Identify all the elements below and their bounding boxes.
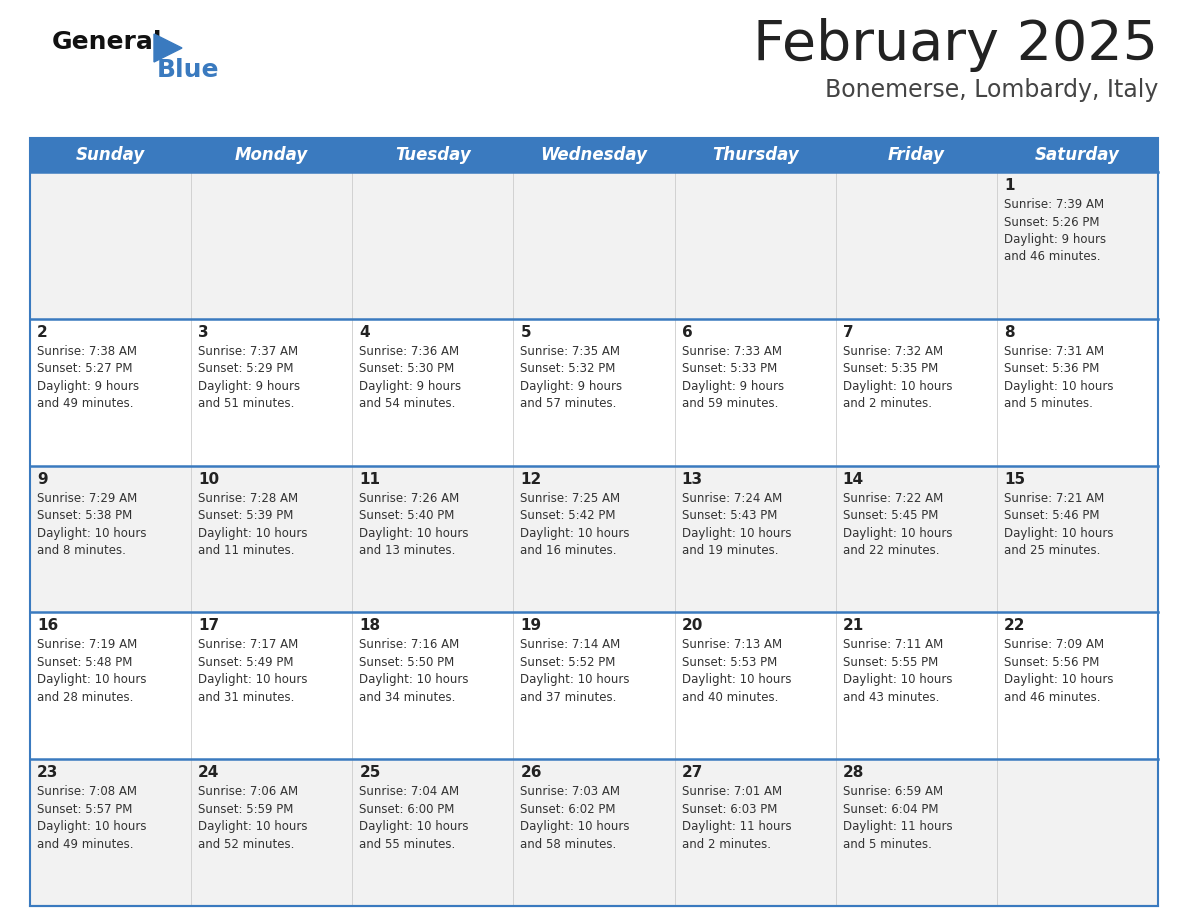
Bar (30, 319, 1158, 465)
Text: Sunrise: 7:16 AM
Sunset: 5:50 PM
Daylight: 10 hours
and 34 minutes.: Sunrise: 7:16 AM Sunset: 5:50 PM Dayligh… (359, 638, 469, 704)
Text: Sunrise: 7:25 AM
Sunset: 5:42 PM
Daylight: 10 hours
and 16 minutes.: Sunrise: 7:25 AM Sunset: 5:42 PM Dayligh… (520, 492, 630, 557)
Text: Sunrise: 6:59 AM
Sunset: 6:04 PM
Daylight: 11 hours
and 5 minutes.: Sunrise: 6:59 AM Sunset: 6:04 PM Dayligh… (842, 785, 953, 851)
Text: 7: 7 (842, 325, 853, 340)
Text: 14: 14 (842, 472, 864, 487)
Text: Sunrise: 7:36 AM
Sunset: 5:30 PM
Daylight: 9 hours
and 54 minutes.: Sunrise: 7:36 AM Sunset: 5:30 PM Dayligh… (359, 345, 461, 410)
Text: Friday: Friday (887, 146, 944, 164)
Text: 19: 19 (520, 619, 542, 633)
Text: 11: 11 (359, 472, 380, 487)
Bar (30, 612, 1158, 759)
Text: Bonemerse, Lombardy, Italy: Bonemerse, Lombardy, Italy (824, 78, 1158, 102)
Text: Sunrise: 7:19 AM
Sunset: 5:48 PM
Daylight: 10 hours
and 28 minutes.: Sunrise: 7:19 AM Sunset: 5:48 PM Dayligh… (37, 638, 146, 704)
Text: Sunrise: 7:11 AM
Sunset: 5:55 PM
Daylight: 10 hours
and 43 minutes.: Sunrise: 7:11 AM Sunset: 5:55 PM Dayligh… (842, 638, 953, 704)
Text: 28: 28 (842, 766, 864, 780)
Bar (30, 138, 1158, 906)
Text: General: General (52, 30, 163, 54)
Text: 3: 3 (198, 325, 209, 340)
Text: Blue: Blue (157, 58, 220, 82)
Text: 25: 25 (359, 766, 380, 780)
Text: Sunrise: 7:06 AM
Sunset: 5:59 PM
Daylight: 10 hours
and 52 minutes.: Sunrise: 7:06 AM Sunset: 5:59 PM Dayligh… (198, 785, 308, 851)
Text: Sunrise: 7:29 AM
Sunset: 5:38 PM
Daylight: 10 hours
and 8 minutes.: Sunrise: 7:29 AM Sunset: 5:38 PM Dayligh… (37, 492, 146, 557)
Text: Tuesday: Tuesday (394, 146, 470, 164)
Text: Sunrise: 7:37 AM
Sunset: 5:29 PM
Daylight: 9 hours
and 51 minutes.: Sunrise: 7:37 AM Sunset: 5:29 PM Dayligh… (198, 345, 301, 410)
Text: 26: 26 (520, 766, 542, 780)
Text: 13: 13 (682, 472, 702, 487)
Text: Sunrise: 7:21 AM
Sunset: 5:46 PM
Daylight: 10 hours
and 25 minutes.: Sunrise: 7:21 AM Sunset: 5:46 PM Dayligh… (1004, 492, 1113, 557)
Text: 17: 17 (198, 619, 220, 633)
Bar (30, 759, 1158, 906)
Text: 1: 1 (1004, 178, 1015, 193)
Text: Sunrise: 7:38 AM
Sunset: 5:27 PM
Daylight: 9 hours
and 49 minutes.: Sunrise: 7:38 AM Sunset: 5:27 PM Dayligh… (37, 345, 139, 410)
Text: 16: 16 (37, 619, 58, 633)
Text: 23: 23 (37, 766, 58, 780)
Text: Sunrise: 7:08 AM
Sunset: 5:57 PM
Daylight: 10 hours
and 49 minutes.: Sunrise: 7:08 AM Sunset: 5:57 PM Dayligh… (37, 785, 146, 851)
Text: 20: 20 (682, 619, 703, 633)
Text: 22: 22 (1004, 619, 1025, 633)
Text: Wednesday: Wednesday (541, 146, 647, 164)
Text: Sunrise: 7:26 AM
Sunset: 5:40 PM
Daylight: 10 hours
and 13 minutes.: Sunrise: 7:26 AM Sunset: 5:40 PM Dayligh… (359, 492, 469, 557)
Text: 9: 9 (37, 472, 48, 487)
Text: Saturday: Saturday (1035, 146, 1120, 164)
Text: Sunrise: 7:28 AM
Sunset: 5:39 PM
Daylight: 10 hours
and 11 minutes.: Sunrise: 7:28 AM Sunset: 5:39 PM Dayligh… (198, 492, 308, 557)
Bar (30, 172, 1158, 319)
Text: Sunrise: 7:32 AM
Sunset: 5:35 PM
Daylight: 10 hours
and 2 minutes.: Sunrise: 7:32 AM Sunset: 5:35 PM Dayligh… (842, 345, 953, 410)
Text: February 2025: February 2025 (753, 18, 1158, 72)
Text: Sunrise: 7:24 AM
Sunset: 5:43 PM
Daylight: 10 hours
and 19 minutes.: Sunrise: 7:24 AM Sunset: 5:43 PM Dayligh… (682, 492, 791, 557)
Text: Sunrise: 7:33 AM
Sunset: 5:33 PM
Daylight: 9 hours
and 59 minutes.: Sunrise: 7:33 AM Sunset: 5:33 PM Dayligh… (682, 345, 784, 410)
Text: Sunrise: 7:31 AM
Sunset: 5:36 PM
Daylight: 10 hours
and 5 minutes.: Sunrise: 7:31 AM Sunset: 5:36 PM Dayligh… (1004, 345, 1113, 410)
Polygon shape (154, 34, 182, 62)
Text: Sunrise: 7:35 AM
Sunset: 5:32 PM
Daylight: 9 hours
and 57 minutes.: Sunrise: 7:35 AM Sunset: 5:32 PM Dayligh… (520, 345, 623, 410)
Text: Sunday: Sunday (76, 146, 145, 164)
Bar (30, 138, 1158, 172)
Text: Sunrise: 7:17 AM
Sunset: 5:49 PM
Daylight: 10 hours
and 31 minutes.: Sunrise: 7:17 AM Sunset: 5:49 PM Dayligh… (198, 638, 308, 704)
Text: Sunrise: 7:13 AM
Sunset: 5:53 PM
Daylight: 10 hours
and 40 minutes.: Sunrise: 7:13 AM Sunset: 5:53 PM Dayligh… (682, 638, 791, 704)
Text: 4: 4 (359, 325, 369, 340)
Text: 18: 18 (359, 619, 380, 633)
Text: 24: 24 (198, 766, 220, 780)
Text: 12: 12 (520, 472, 542, 487)
Text: Sunrise: 7:03 AM
Sunset: 6:02 PM
Daylight: 10 hours
and 58 minutes.: Sunrise: 7:03 AM Sunset: 6:02 PM Dayligh… (520, 785, 630, 851)
Text: 10: 10 (198, 472, 220, 487)
Text: Sunrise: 7:09 AM
Sunset: 5:56 PM
Daylight: 10 hours
and 46 minutes.: Sunrise: 7:09 AM Sunset: 5:56 PM Dayligh… (1004, 638, 1113, 704)
Text: Sunrise: 7:04 AM
Sunset: 6:00 PM
Daylight: 10 hours
and 55 minutes.: Sunrise: 7:04 AM Sunset: 6:00 PM Dayligh… (359, 785, 469, 851)
Text: Sunrise: 7:14 AM
Sunset: 5:52 PM
Daylight: 10 hours
and 37 minutes.: Sunrise: 7:14 AM Sunset: 5:52 PM Dayligh… (520, 638, 630, 704)
Text: 27: 27 (682, 766, 703, 780)
Text: 15: 15 (1004, 472, 1025, 487)
Text: 5: 5 (520, 325, 531, 340)
Text: 21: 21 (842, 619, 864, 633)
Text: Sunrise: 7:22 AM
Sunset: 5:45 PM
Daylight: 10 hours
and 22 minutes.: Sunrise: 7:22 AM Sunset: 5:45 PM Dayligh… (842, 492, 953, 557)
Bar (30, 465, 1158, 612)
Text: Monday: Monday (235, 146, 309, 164)
Text: Thursday: Thursday (712, 146, 798, 164)
Text: 6: 6 (682, 325, 693, 340)
Text: Sunrise: 7:39 AM
Sunset: 5:26 PM
Daylight: 9 hours
and 46 minutes.: Sunrise: 7:39 AM Sunset: 5:26 PM Dayligh… (1004, 198, 1106, 263)
Text: 8: 8 (1004, 325, 1015, 340)
Text: 2: 2 (37, 325, 48, 340)
Text: Sunrise: 7:01 AM
Sunset: 6:03 PM
Daylight: 11 hours
and 2 minutes.: Sunrise: 7:01 AM Sunset: 6:03 PM Dayligh… (682, 785, 791, 851)
